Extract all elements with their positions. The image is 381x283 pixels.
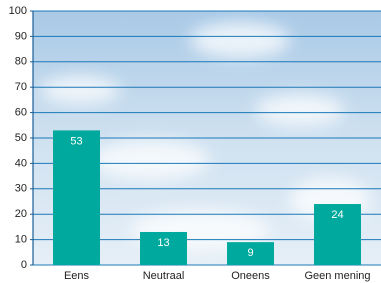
value-label: 13 [157,237,169,249]
y-tick-label: 30 [15,183,27,195]
y-tick-label: 60 [15,107,27,119]
bar [53,130,100,265]
value-label: 24 [331,209,343,221]
y-tick-label: 50 [15,132,27,144]
x-tick-label: Neutraal [143,270,185,282]
y-tick-label: 10 [15,234,27,246]
chart: 0 10 20 30 40 50 60 70 80 90 100 Eens 53 Neutraal 13 On… [0,0,381,283]
value-label: 9 [247,247,253,259]
x-tick-label: Geen mening [304,270,370,282]
y-tick-label: 20 [15,208,27,220]
y-tick-label: 70 [15,81,27,93]
y-tick-label: 40 [15,157,27,169]
x-tick-label: Oneens [231,270,270,282]
y-tick-label: 80 [15,56,27,68]
x-tick-label: Eens [64,270,90,282]
y-tick-label: 90 [15,30,27,42]
value-label: 53 [70,135,82,147]
y-tick-label: 100 [9,5,27,17]
y-tick-label: 0 [21,259,27,271]
